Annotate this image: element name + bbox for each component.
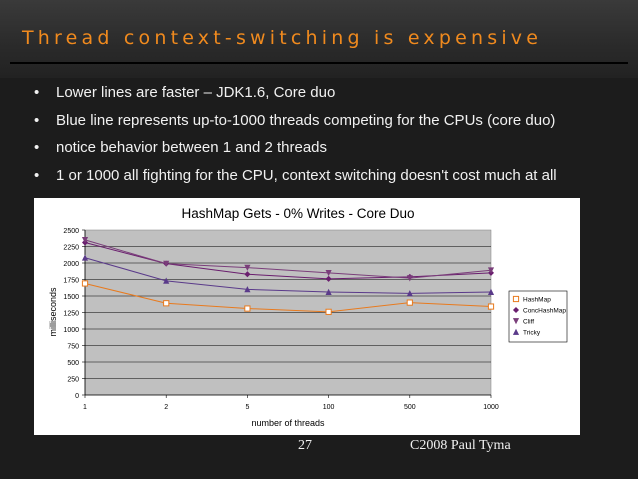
data-point-marker — [81, 236, 89, 244]
y-tick-label: 750 — [67, 344, 79, 351]
series-lines — [84, 239, 492, 313]
series-line-hashmap — [84, 282, 492, 313]
x-tick-label: 2 — [164, 404, 168, 411]
data-point-marker — [325, 288, 332, 295]
y-tick-label: 250 — [67, 377, 79, 384]
y-tick-label: 1500 — [63, 294, 79, 301]
y-tick-label: 2250 — [63, 245, 79, 252]
copyright-text: C2008 Paul Tyma — [410, 438, 511, 453]
title-bar: Thread context-switching is expensive — [0, 0, 638, 78]
series-markers — [81, 236, 495, 315]
bullet-list: Lower lines are faster – JDK1.6, Core du… — [34, 84, 624, 194]
y-tick-label: 1750 — [63, 278, 79, 285]
data-point-marker — [244, 264, 251, 271]
data-point-marker — [81, 254, 89, 261]
data-point-marker — [163, 260, 170, 267]
legend-label: Tricky — [523, 330, 541, 337]
data-point-marker — [325, 270, 332, 277]
legend-label: Cliff — [523, 319, 534, 326]
data-point-marker — [406, 290, 413, 297]
legend-marker — [512, 295, 520, 303]
data-point-marker — [244, 286, 251, 293]
title-divider — [10, 62, 628, 64]
data-point-marker — [406, 299, 413, 306]
y-tick-label: 1000 — [63, 327, 79, 334]
legend-label: HashMap — [523, 297, 551, 304]
data-point-marker — [244, 271, 251, 278]
y-tick-label: 500 — [67, 360, 79, 367]
legend-marker — [512, 318, 520, 325]
bullet-item: notice behavior between 1 and 2 threads — [34, 139, 624, 156]
data-point-marker — [244, 305, 251, 312]
x-tick-label: 1000 — [483, 404, 499, 411]
slide-title: Thread context-switching is expensive — [22, 27, 543, 49]
y-tick-label: 0 — [75, 393, 79, 400]
data-point-marker — [487, 288, 495, 295]
y-tick-label: 1250 — [63, 311, 79, 318]
x-tick-label: 5 — [245, 404, 249, 411]
data-point-marker — [163, 277, 170, 284]
y-tick-label: 2000 — [63, 261, 79, 268]
data-point-marker — [325, 275, 332, 282]
y-axis-ticks: 0 250 500 750 1000 1250 1500 1750 2000 2250 2500 — [63, 228, 85, 400]
data-point-marker — [325, 308, 332, 315]
bullet-item: Lower lines are faster – JDK1.6, Core du… — [34, 84, 624, 101]
series-line-tricky — [84, 257, 492, 294]
y-tick-label: 2500 — [63, 228, 79, 235]
legend: HashMap ConcHashMap Cliff Tricky — [508, 290, 568, 343]
legend-marker — [512, 328, 520, 335]
x-tick-label: 1 — [83, 404, 87, 411]
series-line-cliff — [84, 239, 492, 279]
x-tick-label: 500 — [404, 404, 416, 411]
legend-label: ConcHashMap — [523, 308, 566, 315]
data-point-marker — [406, 275, 413, 282]
page-number: 27 — [298, 438, 312, 453]
y-axis-label: milliseconds — [48, 287, 58, 337]
legend-marker — [512, 306, 520, 314]
bullet-item: 1 or 1000 all fighting for the CPU, cont… — [34, 167, 624, 184]
bullet-item: Blue line represents up-to-1000 threads … — [34, 112, 624, 129]
x-tick-label: 100 — [323, 404, 335, 411]
line-chart: HashMap Gets - 0% Writes - Core Duo 0250… — [48, 206, 568, 428]
data-point-marker — [163, 300, 170, 307]
data-point-marker — [487, 267, 495, 274]
grid-lines — [85, 246, 491, 379]
chart-container: HashMap Gets - 0% Writes - Core Duo 0 250… — [34, 198, 580, 435]
data-point-marker — [81, 280, 89, 287]
chart-title: HashMap Gets - 0% Writes - Core Duo — [181, 206, 414, 221]
data-point-marker — [487, 303, 495, 310]
x-axis-label: number of threads — [251, 418, 325, 428]
